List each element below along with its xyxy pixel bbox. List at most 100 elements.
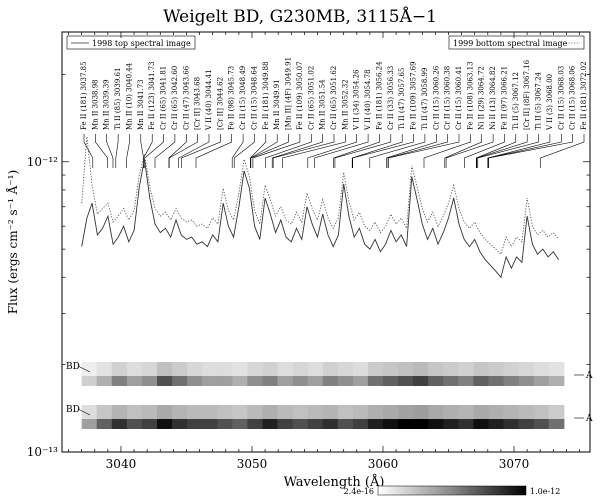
axes-group: 3040 3050 3060 3070 10⁻¹² 10⁻¹³ (27, 32, 590, 471)
line-id-connector (126, 134, 130, 168)
spectral-band-1-core-cell (383, 376, 399, 386)
line-id-connector (307, 134, 358, 168)
line-id-label: Cr II (33) 3056.33 (387, 66, 395, 130)
spectral-band-2-left-label: BD (66, 405, 80, 415)
spectral-band-2-core-cell (81, 419, 98, 429)
line-id-connector (351, 134, 403, 168)
spectral-band-1-core-cell (232, 376, 248, 386)
spectral-band-1-upper-cell (96, 362, 113, 376)
line-id-label: [Mn II] (4F) 3049.91 (285, 57, 293, 130)
legend-label-1999: 1999 bottom spectral image (453, 39, 568, 48)
spectral-band-2-upper-cell (307, 405, 324, 419)
line-id-group: Fe II (181) 3037.85 Mn II 3038.98 Mn II 30… (80, 57, 588, 168)
line-id-label: Cr II (15) 3060.26 (432, 65, 440, 130)
spectral-band-1-core-cell (126, 376, 143, 386)
spectral-band-1-core-cell (277, 376, 294, 386)
line-id-label: Fe II (108) 3063.13 (466, 61, 474, 130)
line-id-connector (106, 134, 114, 168)
line-id-connector (476, 134, 528, 168)
legend-box-1999 (448, 35, 585, 50)
spectral-band-2-core-cell (367, 419, 384, 429)
spectral-band-1-upper-cell (126, 362, 143, 376)
x-tick-label: 3050 (237, 457, 268, 471)
line-id-label: [Cr II] (8F) 3067.16 (523, 59, 531, 130)
line-id-label: Cr II (65) 3051.02 (307, 66, 315, 130)
line-id-label: Ti II (47) 3058.99 (421, 68, 429, 130)
spectral-band-2-core-cell (548, 419, 565, 429)
spectral-band-2-core-cell (187, 419, 203, 429)
colorbar-max-label: 1.0e-12 (530, 487, 560, 496)
spectral-band-1-core-cell (96, 376, 113, 386)
line-id-connector (115, 134, 119, 168)
spectral-band-2-upper-cell (322, 405, 339, 419)
colorbar-gradient (377, 485, 527, 496)
spectral-band-1-core-cell (81, 376, 98, 386)
spectral-band-2-upper-cell (413, 405, 429, 419)
spectral-band-2-core-cell (383, 419, 399, 429)
spectral-band-1-upper-cell (383, 362, 399, 376)
spectral-band-1-core-cell (503, 376, 520, 386)
line-id-label: [Cr II] 3043.68 (194, 77, 202, 130)
spectral-band-2-core-cell (488, 419, 505, 429)
spectral-band-1-core-cell (398, 376, 414, 386)
spectral-band-1-core-cell (217, 376, 233, 386)
spectral-band-2-upper-cell (262, 405, 279, 419)
line-id-label: Fe II (181) 3072.02 (580, 61, 588, 130)
spectral-band-1-upper-cell (81, 362, 98, 376)
spectral-band-2-upper-cell (217, 405, 233, 419)
line-id-label: Cr II (15) 3068.03 (557, 66, 565, 130)
spectral-band-2-core-cell (503, 419, 520, 429)
line-id-label: [Cr II] 3044.62 (216, 77, 224, 130)
spectral-band-2-upper-cell (187, 405, 203, 419)
line-id-label: Mn II 3041.73 (137, 79, 145, 130)
spectral-band-1-core-cell (172, 376, 188, 386)
y-tick-label: 10⁻¹² (27, 155, 58, 169)
spectral-band-2-core-cell (307, 419, 324, 429)
spectral-band-1-upper-cell (322, 362, 339, 376)
spectral-band-2-upper-cell (172, 405, 188, 419)
spectral-band-1-left-label: BD (66, 362, 80, 372)
line-id-connector (369, 134, 426, 168)
spectral-band-1-upper-cell (473, 362, 490, 376)
spectral-band-1-core-cell (413, 376, 429, 386)
spectral-band-2-core-cell (126, 419, 143, 429)
spectral-band-1-core-cell (262, 376, 279, 386)
spectral-band-2-core-cell (247, 419, 264, 429)
spectral-band-1-upper-cell (292, 362, 309, 376)
spectral-band-1-upper-cell (352, 362, 369, 376)
spectral-band-1-upper-cell (367, 362, 384, 376)
line-id-connector (264, 134, 312, 168)
line-id-connector (487, 134, 562, 168)
line-id-connector (271, 134, 323, 168)
spectral-band-1-upper-cell (247, 362, 264, 376)
spectral-band-2-upper-cell (247, 405, 264, 419)
spectral-band-2-core-cell (458, 419, 474, 429)
spectral-band-2-core-cell (141, 419, 158, 429)
spectral-band-1-core-cell (473, 376, 490, 386)
spectral-band-1-upper-cell (202, 362, 218, 376)
spectral-band-2-core-cell (428, 419, 444, 429)
spectral-band-1-upper-cell (428, 362, 444, 376)
spectral-band-2-core-cell (337, 419, 354, 429)
line-id-connector (272, 134, 335, 168)
colorbar: 2.4e-16 1.0e-12 (344, 485, 560, 496)
plot-frame (61, 31, 591, 453)
line-id-connector (540, 134, 585, 168)
spectral-band-1-upper-cell (443, 362, 459, 376)
spectral-band-1-core-cell (111, 376, 128, 386)
x-tick-label: 3040 (106, 457, 137, 471)
spectral-band-1-upper-cell (111, 362, 128, 376)
line-id-label: Ni II (13) 3064.82 (489, 66, 497, 130)
spectral-images: BD A BD A (66, 362, 593, 429)
spectral-band-1-upper-cell (398, 362, 414, 376)
line-id-label: Fe II (123) 3041.73 (148, 61, 156, 130)
spectral-band-2-upper-cell (428, 405, 444, 419)
line-id-label: Cr II (65) 3042.60 (171, 66, 179, 130)
line-id-connector (233, 134, 255, 168)
line-id-label: Fe II (98) 3045.73 (228, 66, 236, 130)
line-id-label: Cr II (47) 3043.66 (182, 65, 190, 130)
line-id-label: Mn II 3038.98 (91, 79, 99, 130)
line-id-connector (83, 134, 94, 168)
